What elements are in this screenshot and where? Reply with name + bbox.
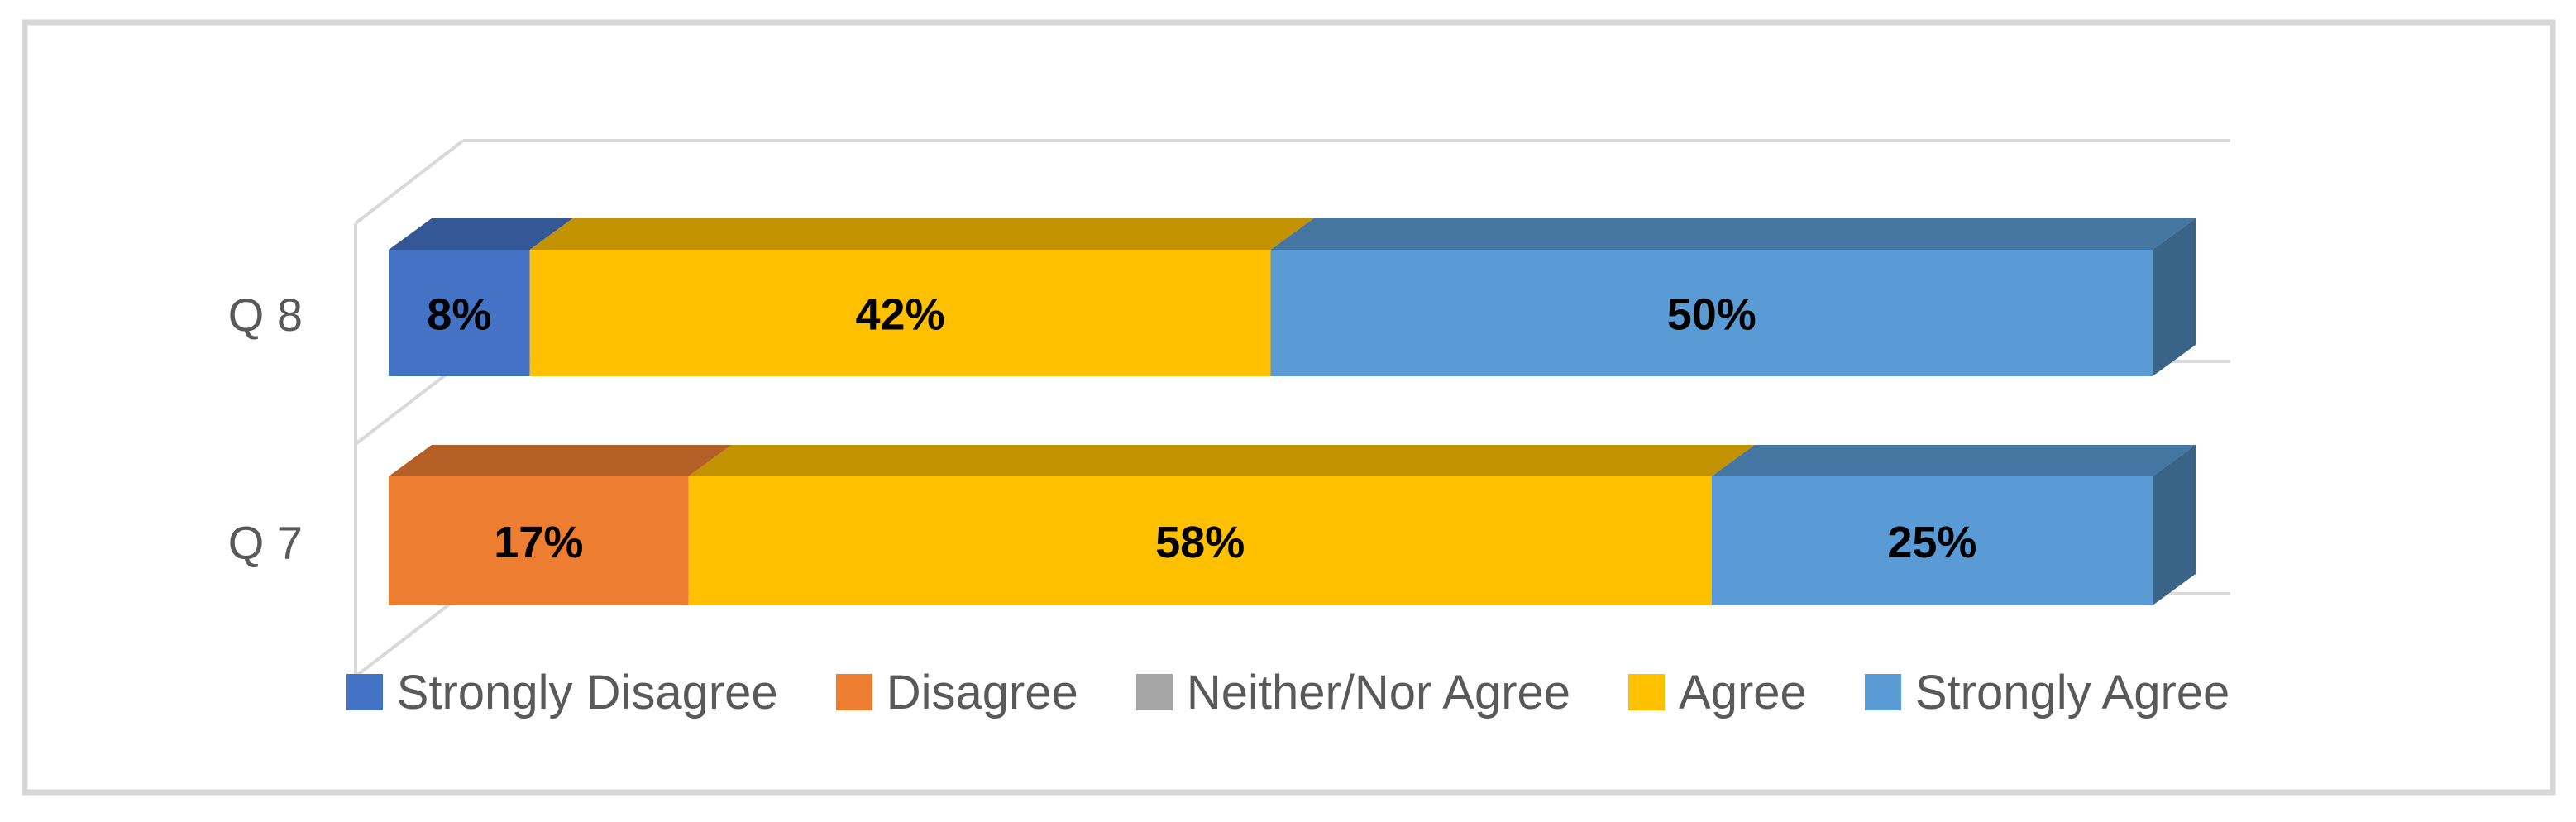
data-label-q-7-strongly-agree: 25% [1887,518,1976,567]
legend-item-strongly-disagree: Strongly Disagree [346,665,778,720]
bar-segment-q-7-agree [688,476,1712,605]
bar-top-face-q-7-strongly-agree [1711,445,2196,476]
chart-frame-line [354,139,465,225]
legend-label: Neither/Nor Agree [1186,665,1571,719]
bar-top-face-q-8-strongly-disagree [389,218,573,250]
data-label-q-8-agree: 42% [856,290,945,340]
bar-top-face-q-7-agree [688,445,1755,476]
legend-swatch-icon [346,674,383,710]
category-label-q-7: Q 7 [228,517,303,569]
legend-item-agree: Agree [1628,665,1807,720]
chart-legend: Strongly Disagree Disagree Neither/Nor Agr… [50,661,2526,724]
legend-item-neither-nor-agree: Neither/Nor Agree [1135,665,1571,720]
bar-top-face-q-8-strongly-agree [1270,218,2196,250]
legend-label: Disagree [886,665,1078,719]
chart-frame-line [354,592,465,678]
legend-swatch-icon [1628,674,1666,710]
legend-label: Strongly Agree [1914,665,2230,719]
legend-label: Agree [1679,665,1807,719]
bar-segment-q-8-strongly-agree [1270,250,2153,376]
data-label-q-7-disagree: 17% [494,518,583,567]
bar-segment-q-8-strongly-disagree [389,250,530,376]
data-label-q-8-strongly-agree: 50% [1667,290,1756,340]
bar-top-face-q-8-agree [529,218,1314,250]
data-label-q-7-agree: 58% [1155,518,1245,567]
legend-swatch-icon [1135,674,1173,710]
bar-segment-q-8-agree [529,250,1271,376]
bar-side-face-q-8-strongly-agree [2153,218,2196,376]
bar-segment-q-7-strongly-agree [1711,476,2153,605]
legend-item-strongly-agree: Strongly Agree [1864,665,2230,720]
legend-item-disagree: Disagree [835,665,1078,720]
legend-swatch-icon [835,674,872,710]
legend-swatch-icon [1864,674,1901,710]
bar-side-face-q-7-strongly-agree [2153,445,2196,605]
data-label-q-8-strongly-disagree: 8% [427,290,491,340]
figure-border [22,19,2556,796]
category-label-q-8: Q 8 [228,289,303,341]
bar-top-face-q-7-disagree [389,445,732,476]
legend-label: Strongly Disagree [396,665,778,719]
bar-segment-q-7-disagree [389,476,689,605]
